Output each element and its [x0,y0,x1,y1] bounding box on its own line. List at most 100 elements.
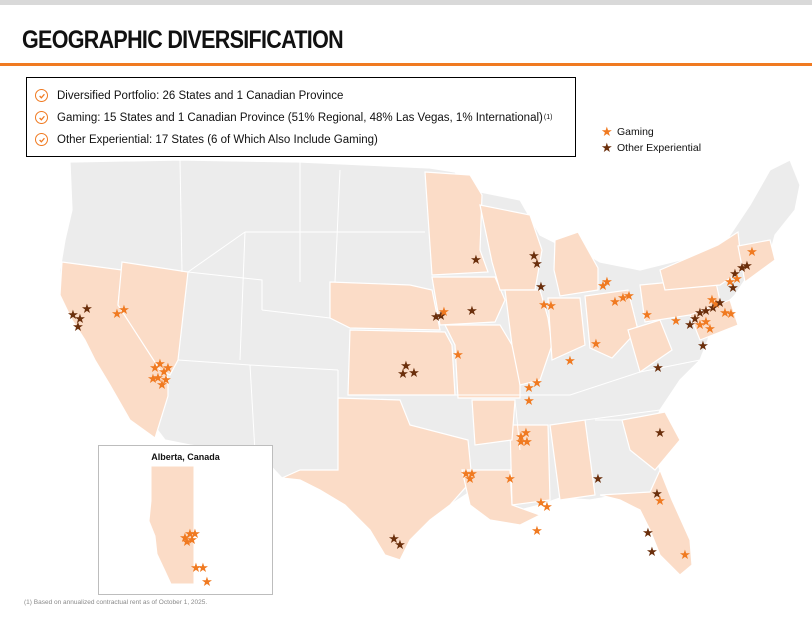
gaming-star-icon: ★ [706,293,718,308]
highlight-text: Diversified Portfolio: 26 States and 1 C… [57,89,344,102]
experiential-star-icon: ★ [736,261,748,276]
state-alberta [148,465,195,585]
highlight-text: Gaming: 15 States and 1 Canadian Provinc… [57,111,543,124]
state-west-virginia [627,319,673,373]
gaming-star-icon: ★ [460,467,472,482]
gaming-star-icon: ★ [201,575,213,590]
gaming-star-icon: ★ [531,524,543,539]
state-south-carolina [621,411,681,471]
gaming-star-icon: ★ [535,496,547,511]
gaming-star-icon: ★ [654,494,666,509]
gaming-star-icon: ★ [111,307,123,322]
experiential-star-icon: ★ [592,472,604,487]
page-title: GEOGRAPHIC DIVERSIFICATION [22,26,344,54]
experiential-star-icon: ★ [430,310,442,325]
gaming-star-icon: ★ [515,430,527,445]
legend-label: Other Experiential [617,142,702,154]
gaming-star-icon: ★ [189,527,201,542]
gaming-star-icon: ★ [538,298,550,313]
gaming-star-icon: ★ [746,245,758,260]
gaming-star-icon: ★ [504,472,516,487]
state-michigan [553,231,599,297]
experiential-star-icon: ★ [466,304,478,319]
top-bar [0,0,812,5]
gaming-star-icon: ★ [118,303,130,318]
experiential-star-icon: ★ [707,301,719,316]
gaming-star-icon: ★ [531,376,543,391]
state-arkansas [471,399,516,446]
state-louisiana [461,469,542,526]
gaming-star-icon: ★ [670,314,682,329]
experiential-star-icon: ★ [689,312,701,327]
title-rule [0,63,812,66]
gaming-star-icon: ★ [452,348,464,363]
state-alabama [549,419,596,501]
footnote-marker: (1) [543,114,553,121]
gaming-star-icon: ★ [590,337,602,352]
gaming-star-icon: ★ [700,315,712,330]
experiential-star-icon: ★ [394,538,406,553]
experiential-star-icon: ★ [74,312,86,327]
experiential-star-icon: ★ [408,366,420,381]
experiential-star-icon: ★ [435,309,447,324]
experiential-star-icon: ★ [397,367,409,382]
experiential-star-icon: ★ [651,487,663,502]
footnote: (1) Based on annualized contractual rent… [24,599,208,606]
gaming-star-icon: ★ [719,306,731,321]
gaming-star-icon: ★ [704,322,716,337]
gaming-star-icon: ★ [186,533,198,548]
state-new-jersey-md [689,299,739,341]
experiential-star-icon: ★ [81,302,93,317]
check-circle-icon [35,133,48,146]
experiential-star-icon: ★ [531,257,543,272]
state-ohio [584,289,639,359]
gaming-star-icon: ★ [197,561,209,576]
gaming-star-icon: ★ [641,308,653,323]
gaming-star-icon: ★ [725,307,737,322]
experiential-star-icon: ★ [642,526,654,541]
experiential-star-icon: ★ [741,259,753,274]
experiential-star-icon: ★ [67,308,79,323]
gaming-star-icon: ★ [520,426,532,441]
gaming-star-icon: ★ [731,272,743,287]
check-circle-icon [35,89,48,102]
experiential-star-icon: ★ [697,339,709,354]
experiential-star-icon: ★ [654,426,666,441]
gaming-star-icon: ★ [597,279,609,294]
legend-label: Gaming [617,126,654,138]
gaming-star-icon: ★ [609,295,621,310]
highlights-box: Diversified Portfolio: 26 States and 1 C… [26,77,576,157]
alberta-inset: Alberta, Canada ★ ★ ★ ★ ★ ★ ★ ★ [98,445,273,595]
gaming-star-icon: ★ [190,561,202,576]
inset-site-markers: ★★★★★★★★ [179,527,213,590]
state-minnesota [424,171,489,276]
experiential-star-icon: ★ [714,296,726,311]
experiential-star-icon: ★ [727,281,739,296]
site-markers: ★★★★★★★★★★★★★★★★ ★★★★ ★★★ ★★★★★★★★★★★★★★★★ ★… [67,245,758,563]
gaming-star-icon: ★ [601,275,613,290]
gaming-star-icon: ★ [617,291,629,306]
state-florida [599,468,693,576]
gaming-star-icon: ★ [438,305,450,320]
star-icon: ★ [601,124,613,140]
gaming-star-icon: ★ [694,318,706,333]
state-illinois [504,289,553,386]
experiential-star-icon: ★ [388,532,400,547]
gaming-star-icon: ★ [541,500,553,515]
experiential-star-icon: ★ [646,545,658,560]
highlight-experiential: Other Experiential: 17 States (6 of Whic… [35,133,378,146]
experiential-star-icon: ★ [400,359,412,374]
gaming-star-icon: ★ [564,354,576,369]
gaming-star-icon: ★ [679,548,691,563]
gaming-star-icon: ★ [521,435,533,450]
gaming-star-icon: ★ [523,381,535,396]
map-legend: ★ Gaming ★ Other Experiential [601,124,701,156]
legend-experiential: ★ Other Experiential [601,140,701,156]
gaming-star-icon: ★ [724,275,736,290]
gaming-star-icon: ★ [154,357,166,372]
gaming-star-icon: ★ [181,535,193,550]
highlight-gaming: Gaming: 15 States and 1 Canadian Provinc… [35,111,552,124]
experiential-star-icon: ★ [684,318,696,333]
state-nebraska [329,281,441,331]
gaming-star-icon: ★ [152,371,164,386]
